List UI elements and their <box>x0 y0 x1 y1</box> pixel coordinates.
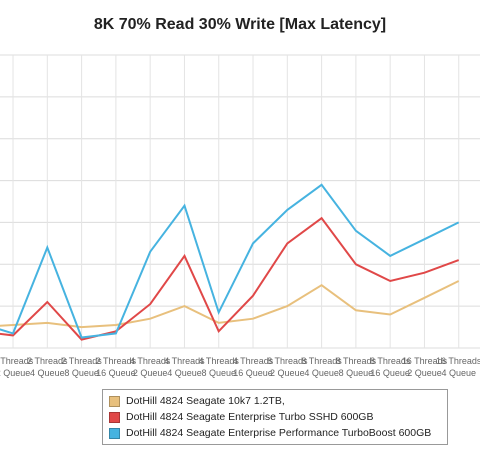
legend-label: DotHill 4824 Seagate 10k7 1.2TB, <box>126 395 285 407</box>
chart-title: 8K 70% Read 30% Write [Max Latency] <box>93 16 387 33</box>
x-tick-label: 4 Threads 4 Queue <box>164 356 205 378</box>
x-tick-label: 2 Threads 16 Queue <box>96 356 137 378</box>
x-tick-label: 16 Threads 2 Queue <box>402 356 448 378</box>
x-tick-label: 16 Threads 4 Queue <box>436 356 480 378</box>
series-line-3 <box>0 183 460 339</box>
x-tick-label: 2 Threads 4 Queue <box>27 356 68 378</box>
legend-label: DotHill 4824 Seagate Enterprise Performa… <box>126 427 432 439</box>
chart-grid <box>0 54 480 349</box>
x-tick-label: 8 Threads 16 Queue <box>370 356 411 378</box>
x-tick-label: 8 Threads 8 Queue <box>336 356 377 378</box>
legend-item: DotHill 4824 Seagate Enterprise Performa… <box>109 425 441 441</box>
series-line-2 <box>0 216 460 341</box>
x-tick-label: 2 Threads 8 Queue <box>61 356 102 378</box>
legend-label: DotHill 4824 Seagate Enterprise Turbo SS… <box>126 411 374 423</box>
chart-legend: DotHill 4824 Seagate 10k7 1.2TB, DotHill … <box>102 389 448 445</box>
x-tick-label: 8 Threads 4 Queue <box>301 356 342 378</box>
chart-series-lines <box>0 183 460 341</box>
x-tick-label: 4 Threads 8 Queue <box>199 356 240 378</box>
legend-swatch <box>109 427 120 439</box>
legend-item: DotHill 4824 Seagate Enterprise Turbo SS… <box>109 409 441 425</box>
series-line-1 <box>0 280 460 329</box>
x-tick-label: 4 Threads 2 Queue <box>130 356 171 378</box>
legend-swatch <box>109 395 120 407</box>
x-tick-label: 8 Threads 2 Queue <box>267 356 308 378</box>
legend-item: DotHill 4824 Seagate 10k7 1.2TB, <box>109 393 441 409</box>
legend-swatch <box>109 411 120 423</box>
x-tick-label: 4 Threads 16 Queue <box>233 356 274 378</box>
